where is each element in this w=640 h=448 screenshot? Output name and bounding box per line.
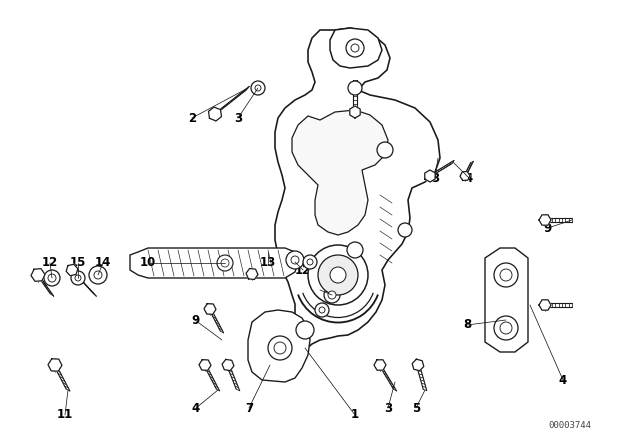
Circle shape <box>48 274 56 282</box>
Circle shape <box>286 251 304 269</box>
Polygon shape <box>209 107 221 121</box>
Circle shape <box>500 269 512 281</box>
Polygon shape <box>246 268 258 280</box>
Circle shape <box>355 47 371 63</box>
Circle shape <box>500 322 512 334</box>
Text: 4: 4 <box>465 172 473 185</box>
Text: 13: 13 <box>260 257 276 270</box>
Circle shape <box>398 223 412 237</box>
Text: 9: 9 <box>191 314 199 327</box>
Polygon shape <box>350 106 360 118</box>
Polygon shape <box>330 28 382 68</box>
Polygon shape <box>485 248 528 352</box>
Polygon shape <box>130 248 298 278</box>
Polygon shape <box>222 359 234 370</box>
Text: 3: 3 <box>431 172 439 185</box>
Circle shape <box>377 142 393 158</box>
Text: 15: 15 <box>70 257 86 270</box>
Text: 14: 14 <box>95 257 111 270</box>
Text: 4: 4 <box>192 401 200 414</box>
Polygon shape <box>412 359 424 371</box>
Circle shape <box>308 245 368 305</box>
Circle shape <box>296 321 314 339</box>
Circle shape <box>315 303 329 317</box>
Circle shape <box>75 275 81 281</box>
Circle shape <box>303 255 317 269</box>
Circle shape <box>217 255 233 271</box>
Circle shape <box>346 39 364 57</box>
Text: 1: 1 <box>351 409 359 422</box>
Circle shape <box>494 316 518 340</box>
Circle shape <box>268 336 292 360</box>
Circle shape <box>347 242 363 258</box>
Circle shape <box>71 271 85 285</box>
Text: 12: 12 <box>295 263 311 276</box>
Circle shape <box>348 81 362 95</box>
Circle shape <box>351 44 359 52</box>
Circle shape <box>221 259 229 267</box>
Circle shape <box>330 267 346 283</box>
Text: 11: 11 <box>57 409 73 422</box>
Polygon shape <box>248 310 310 382</box>
Polygon shape <box>199 360 211 370</box>
Polygon shape <box>204 304 216 314</box>
Text: 8: 8 <box>463 319 471 332</box>
Polygon shape <box>48 359 62 371</box>
Polygon shape <box>460 172 470 181</box>
Text: 6: 6 <box>316 284 324 297</box>
Polygon shape <box>275 28 440 375</box>
Text: 7: 7 <box>245 401 253 414</box>
Polygon shape <box>425 170 435 182</box>
Polygon shape <box>292 110 388 235</box>
Text: 2: 2 <box>188 112 196 125</box>
Circle shape <box>44 270 60 286</box>
Circle shape <box>255 85 261 91</box>
Text: 5: 5 <box>412 401 420 414</box>
Polygon shape <box>31 269 45 281</box>
Circle shape <box>318 255 358 295</box>
Circle shape <box>291 256 299 264</box>
Text: 3: 3 <box>234 112 242 125</box>
Polygon shape <box>66 264 78 276</box>
Text: 12: 12 <box>42 257 58 270</box>
Text: 00003744: 00003744 <box>548 421 591 430</box>
Circle shape <box>307 259 313 265</box>
Circle shape <box>274 342 286 354</box>
Text: 3: 3 <box>384 401 392 414</box>
Text: 10: 10 <box>140 257 156 270</box>
Circle shape <box>494 263 518 287</box>
Text: 9: 9 <box>544 221 552 234</box>
Circle shape <box>251 81 265 95</box>
Circle shape <box>319 307 325 313</box>
Circle shape <box>94 271 102 279</box>
Polygon shape <box>374 360 386 370</box>
Text: 4: 4 <box>559 374 567 387</box>
Polygon shape <box>539 300 551 310</box>
Circle shape <box>324 287 340 303</box>
Circle shape <box>89 266 107 284</box>
Polygon shape <box>539 215 551 225</box>
Circle shape <box>328 291 336 299</box>
